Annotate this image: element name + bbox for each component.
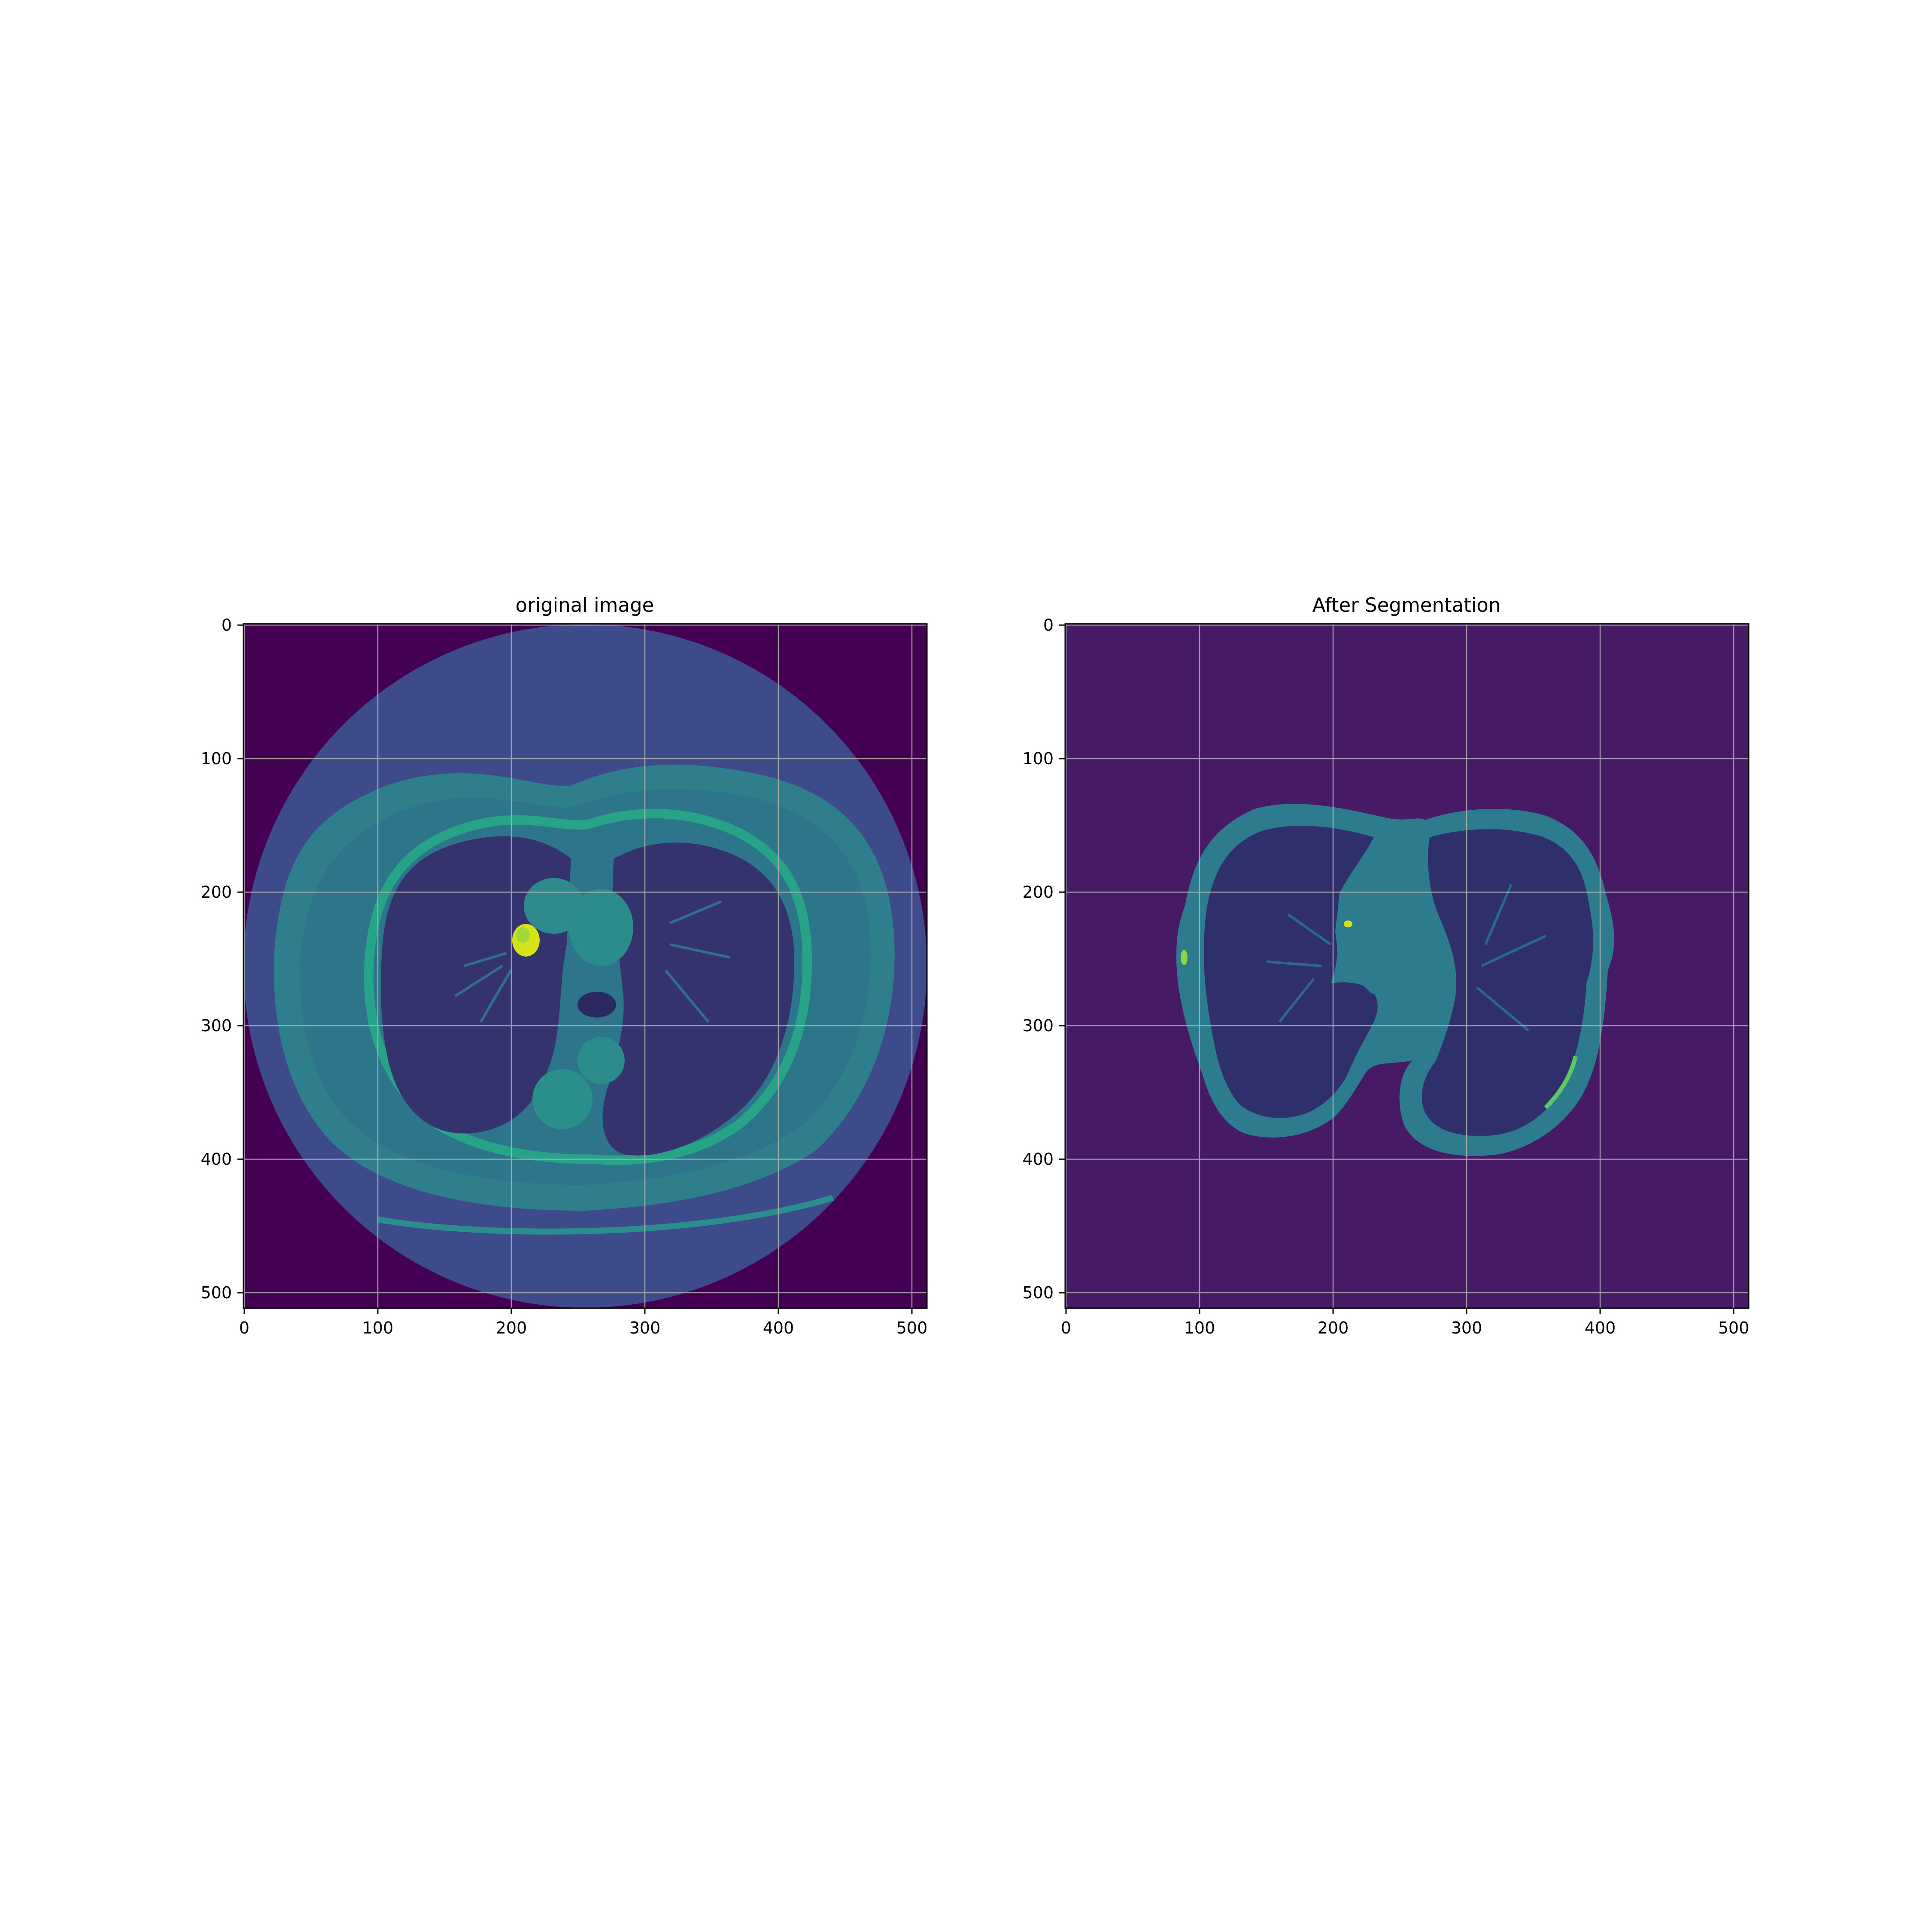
y-tick-label: 400 — [1022, 1150, 1054, 1169]
x-tick-label: 400 — [763, 1318, 794, 1337]
y-tick-label: 500 — [200, 1283, 232, 1302]
x-tick-label: 0 — [1061, 1318, 1071, 1337]
y-tick-label: 100 — [1022, 749, 1054, 768]
pulmonary-trunk — [569, 889, 633, 966]
x-tick-label: 500 — [896, 1318, 928, 1337]
panel-title-segmentation: After Segmentation — [1312, 594, 1501, 617]
y-tick-label: 500 — [1022, 1283, 1054, 1302]
y-tick-label: 300 — [1022, 1016, 1054, 1035]
x-tick-label: 500 — [1718, 1318, 1750, 1337]
y-tick-label: 400 — [200, 1150, 232, 1169]
x-axis — [1066, 1308, 1734, 1314]
descending-aorta — [577, 1037, 625, 1084]
x-axis — [244, 1308, 912, 1314]
y-tick-label: 0 — [222, 616, 232, 635]
y-tick-label: 100 — [200, 749, 232, 768]
y-tick-label: 200 — [200, 883, 232, 902]
panel-after-segmentation: After Segmentation — [1022, 594, 1749, 1337]
panel-title-original: original image — [516, 594, 654, 617]
y-axis — [237, 625, 243, 1293]
x-tick-label: 300 — [1451, 1318, 1482, 1337]
ct-image-original — [243, 624, 927, 1308]
bright-spot — [1344, 920, 1352, 927]
x-tick-label: 100 — [362, 1318, 394, 1337]
y-axis — [1059, 625, 1065, 1293]
x-tick-label: 200 — [496, 1318, 527, 1337]
x-tick-label: 300 — [629, 1318, 661, 1337]
nodule-core — [516, 927, 530, 943]
y-tick-label: 300 — [200, 1016, 232, 1035]
ct-image-segmented — [1065, 624, 1749, 1308]
x-tick-label: 200 — [1318, 1318, 1349, 1337]
spine — [532, 1069, 592, 1129]
x-tick-label: 400 — [1585, 1318, 1616, 1337]
trachea — [577, 992, 616, 1018]
panel-original-image: original image — [200, 594, 927, 1337]
bright-spot — [1181, 950, 1188, 965]
x-tick-label: 100 — [1184, 1318, 1215, 1337]
x-tick-label: 0 — [239, 1318, 249, 1337]
y-tick-label: 0 — [1043, 616, 1054, 635]
y-tick-label: 200 — [1022, 883, 1054, 902]
